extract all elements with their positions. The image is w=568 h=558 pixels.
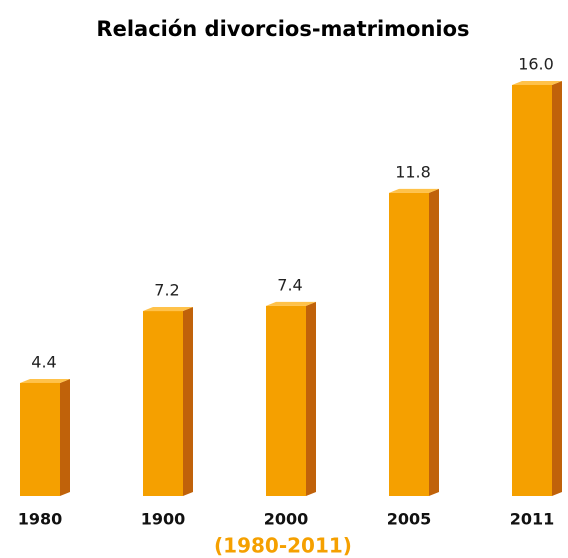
bar-top <box>266 301 316 306</box>
value-label: 16.0 <box>518 55 554 74</box>
bar-top <box>389 188 439 193</box>
bar-top <box>143 307 193 312</box>
bar-top <box>20 378 70 383</box>
bar <box>389 188 439 496</box>
x-tick-label: 2005 <box>387 510 432 529</box>
bar-top <box>512 81 562 85</box>
bar <box>266 301 316 496</box>
bar-side <box>306 301 316 496</box>
bar-side <box>552 81 562 496</box>
x-tick-label: 2000 <box>264 510 309 529</box>
value-label: 11.8 <box>395 162 431 181</box>
bar-front <box>20 382 60 496</box>
x-tick-label: 1900 <box>141 510 186 529</box>
bar <box>20 378 70 496</box>
value-label: 7.2 <box>154 281 179 300</box>
bar-front <box>266 305 306 496</box>
x-tick-label: 2011 <box>510 510 555 529</box>
bar-side <box>429 188 439 496</box>
bar-side <box>183 307 193 496</box>
bar-front <box>143 311 183 496</box>
bar-front <box>512 85 552 496</box>
value-label: 7.4 <box>277 275 302 294</box>
value-label: 4.4 <box>31 352 56 371</box>
bar <box>512 81 562 496</box>
chart-subtitle: (1980-2011) <box>214 534 352 558</box>
x-tick-label: 1980 <box>18 510 63 529</box>
bar <box>143 307 193 496</box>
bar-side <box>60 378 70 496</box>
bar-front <box>389 192 429 496</box>
chart-title: Relación divorcios-matrimonios <box>96 17 469 41</box>
